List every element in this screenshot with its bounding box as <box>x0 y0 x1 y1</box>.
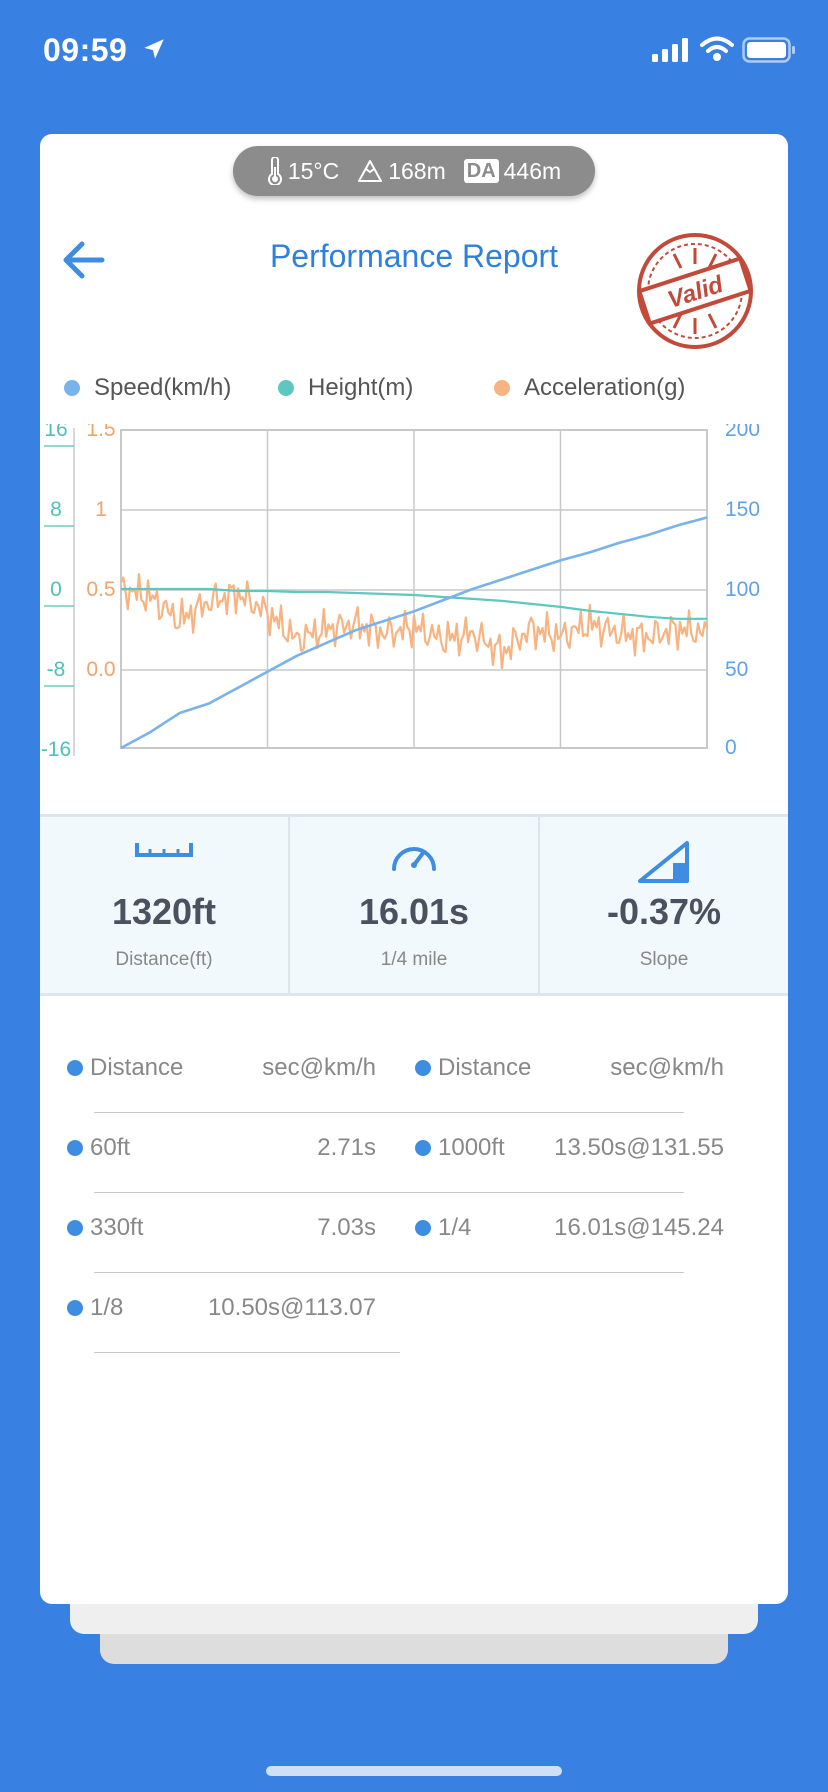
performance-report-card: 15°C 168m DA 446m Performance Report Val… <box>40 134 788 1604</box>
legend-speed: Speed(km/h) <box>64 374 231 402</box>
status-bar: 09:59 <box>0 0 828 100</box>
status-time: 09:59 <box>43 32 128 68</box>
split-distance: 60ft <box>90 1134 131 1161</box>
legend-acceleration-dot <box>494 380 510 396</box>
split-time: 2.71s <box>317 1134 376 1161</box>
environment-pill: 15°C 168m DA 446m <box>233 146 595 196</box>
split-row: 1000ft 13.50s@131.55 <box>388 1114 736 1194</box>
cellular-signal-icon <box>652 38 688 62</box>
split-row: 330ft 7.03s <box>40 1194 388 1274</box>
speed-series-line <box>120 516 708 750</box>
divider <box>94 1352 400 1353</box>
speed-tick-label: 150 <box>725 498 760 521</box>
thermometer-icon <box>267 157 282 185</box>
height-tick-label: -16 <box>41 738 71 761</box>
acceleration-tick-label: 0.0 <box>86 658 115 681</box>
acceleration-tick-label: 1.5 <box>86 424 115 441</box>
split-time: 13.50s@131.55 <box>554 1134 724 1161</box>
split-time: 10.50s@113.07 <box>207 1294 376 1321</box>
page-title: Performance Report <box>269 238 559 274</box>
acceleration-tick-label: 0.5 <box>86 578 115 601</box>
performance-chart: 16 8 0 -8 -16 1.5 1 0.5 0.0 200 150 100 50 0 <box>41 424 760 761</box>
header-distance-label: Distance <box>438 1054 532 1081</box>
height-tick-label: 8 <box>50 498 62 521</box>
altitude-value: 168m <box>388 157 446 184</box>
splits-header-right: Distance sec@km/h <box>388 1034 736 1114</box>
legend-height: Height(m) <box>278 374 413 402</box>
split-row: 1/4 16.01s@145.24 <box>388 1194 736 1274</box>
stat-slope: -0.37% Slope <box>538 817 788 993</box>
altitude-info: 168m <box>357 158 446 185</box>
bullet-dot <box>415 1140 431 1156</box>
speed-tick-label: 0 <box>725 736 737 759</box>
divider <box>94 1112 684 1113</box>
height-tick-label: 0 <box>50 578 62 601</box>
speed-tick-label: 100 <box>725 578 760 601</box>
legend-height-dot <box>278 380 294 396</box>
ruler-icon <box>135 843 193 857</box>
acceleration-tick-label: 1 <box>95 498 107 521</box>
home-indicator[interactable] <box>266 1766 562 1776</box>
da-badge: DA <box>463 159 499 183</box>
speedometer-icon <box>392 847 436 871</box>
density-altitude-value: 446m <box>503 157 562 184</box>
bullet-dot <box>67 1140 83 1156</box>
bullet-dot <box>415 1220 431 1236</box>
chart-legend: Speed(km/h) Height(m) Acceleration(g) <box>64 374 764 414</box>
split-distance: 1/8 <box>90 1294 124 1321</box>
stat-time: 16.01s 1/4 mile <box>288 817 538 993</box>
split-distance: 1000ft <box>438 1134 505 1161</box>
density-altitude-info: DA 446m <box>463 157 562 185</box>
split-row: 60ft 2.71s <box>40 1114 388 1194</box>
mountain-icon <box>358 160 383 182</box>
location-arrow-icon <box>144 39 164 59</box>
stat-distance-label: Distance(ft) <box>115 949 213 970</box>
valid-stamp: Valid <box>636 233 754 349</box>
battery-icon <box>742 37 795 63</box>
speed-tick-label: 50 <box>725 658 748 681</box>
header-distance-label: Distance <box>90 1054 184 1081</box>
height-series-line <box>121 587 707 620</box>
split-time: 7.03s <box>317 1214 376 1241</box>
legend-acceleration-label: Acceleration(g) <box>524 374 686 401</box>
split-row: 1/8 10.50s@113.07 <box>40 1274 388 1354</box>
temperature-value: 15°C <box>287 157 340 184</box>
legend-speed-label: Speed(km/h) <box>94 374 232 401</box>
speed-tick-label: 200 <box>725 424 760 441</box>
bullet-dot <box>415 1060 431 1076</box>
split-distance: 1/4 <box>438 1214 472 1241</box>
bullet-dot <box>67 1060 83 1076</box>
legend-height-label: Height(m) <box>308 374 414 401</box>
legend-acceleration: Acceleration(g) <box>494 374 685 402</box>
acceleration-series-line <box>119 573 709 670</box>
height-tick-label: 16 <box>44 424 67 441</box>
stat-time-label: 1/4 mile <box>380 949 448 970</box>
split-distance: 330ft <box>90 1214 144 1241</box>
bullet-dot <box>67 1300 83 1316</box>
stat-slope-value: -0.37% <box>606 891 722 932</box>
bullet-dot <box>67 1220 83 1236</box>
back-arrow-icon[interactable] <box>56 230 116 290</box>
splits-header-left: Distance sec@km/h <box>40 1034 388 1114</box>
height-tick-label: -8 <box>47 658 66 681</box>
stats-row: 1320ft Distance(ft) 16.01s 1/4 mile -0.3… <box>40 814 788 996</box>
stat-distance: 1320ft Distance(ft) <box>40 817 288 993</box>
divider <box>94 1272 684 1273</box>
header-time-label: sec@km/h <box>262 1054 376 1081</box>
split-time: 16.01s@145.24 <box>554 1214 724 1241</box>
divider <box>94 1192 684 1193</box>
temperature-info: 15°C <box>267 157 339 185</box>
stat-distance-value: 1320ft <box>111 891 217 932</box>
slope-icon <box>638 841 689 883</box>
legend-speed-dot <box>64 380 80 396</box>
header-time-label: sec@km/h <box>610 1054 724 1081</box>
stat-slope-label: Slope <box>639 949 689 970</box>
stat-time-value: 16.01s <box>358 891 470 932</box>
wifi-icon <box>700 36 734 61</box>
